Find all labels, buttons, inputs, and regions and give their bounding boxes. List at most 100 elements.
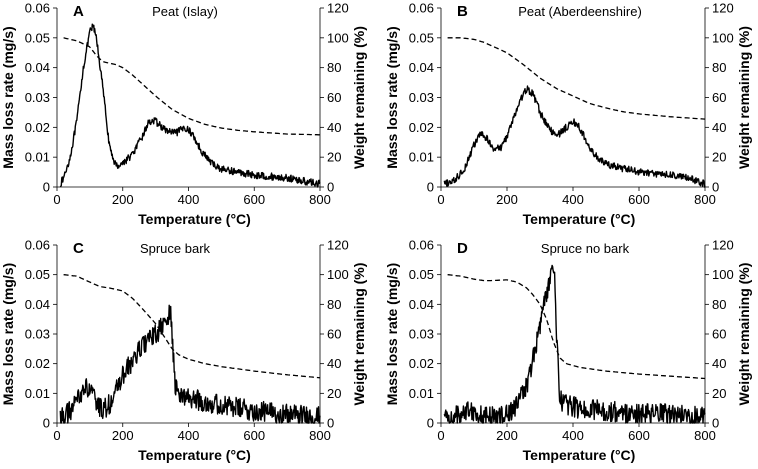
y-tick-label: 0 bbox=[427, 416, 434, 431]
y2-axis-label: Weight remaining (%) bbox=[736, 26, 752, 169]
x-tick-label: 600 bbox=[243, 428, 265, 443]
y-tick-label: 0.06 bbox=[409, 1, 434, 16]
y-tick-label: 0.03 bbox=[409, 90, 434, 105]
y-tick-label: 0.02 bbox=[25, 356, 50, 371]
x-tick-label: 400 bbox=[178, 428, 200, 443]
y-tick-label: 0.03 bbox=[409, 327, 434, 342]
y2-tick-label: 40 bbox=[712, 120, 726, 135]
y2-tick-label: 20 bbox=[327, 386, 341, 401]
y-tick-label: 0.05 bbox=[25, 267, 50, 282]
y-axis-label: Mass loss rate (mg/s) bbox=[0, 263, 16, 405]
y2-tick-label: 0 bbox=[712, 416, 719, 431]
y2-tick-label: 60 bbox=[712, 327, 726, 342]
y-tick-label: 0 bbox=[43, 180, 50, 195]
y-tick-label: 0.06 bbox=[25, 238, 50, 253]
y-tick-label: 0.02 bbox=[25, 120, 50, 135]
y2-tick-label: 60 bbox=[712, 90, 726, 105]
y2-tick-label: 0 bbox=[327, 180, 334, 195]
x-tick-label: 0 bbox=[53, 428, 60, 443]
x-tick-label: 200 bbox=[496, 192, 518, 207]
y2-tick-label: 0 bbox=[327, 416, 334, 431]
y2-tick-label: 60 bbox=[327, 90, 341, 105]
y-tick-label: 0 bbox=[427, 180, 434, 195]
y2-tick-label: 100 bbox=[712, 267, 734, 282]
mass-loss-rate-line bbox=[443, 85, 706, 188]
y-tick-label: 0.04 bbox=[25, 60, 50, 75]
panel-letter: D bbox=[457, 240, 468, 257]
x-tick-label: 800 bbox=[309, 192, 331, 207]
y2-axis-label: Weight remaining (%) bbox=[351, 26, 367, 169]
mass-loss-rate-line bbox=[443, 264, 706, 424]
y-tick-label: 0.01 bbox=[25, 150, 50, 165]
x-tick-label: 0 bbox=[437, 428, 444, 443]
y2-tick-label: 40 bbox=[327, 356, 341, 371]
y-tick-label: 0 bbox=[43, 416, 50, 431]
panel-title: Peat (Aberdeenshire) bbox=[518, 4, 642, 19]
x-tick-label: 400 bbox=[178, 192, 200, 207]
x-axis-label: Temperature (°C) bbox=[523, 211, 636, 227]
x-tick-label: 200 bbox=[112, 192, 134, 207]
x-axis-label: Temperature (°C) bbox=[523, 447, 636, 463]
panel-letter: C bbox=[73, 240, 84, 257]
y2-axis-label: Weight remaining (%) bbox=[351, 263, 367, 406]
x-tick-label: 800 bbox=[694, 192, 716, 207]
x-axis-label: Temperature (°C) bbox=[138, 211, 251, 227]
x-tick-label: 600 bbox=[628, 192, 650, 207]
panel-b: 0 200 400 600 80000.010.020.030.040.050.0602… bbox=[384, 1, 752, 228]
y2-tick-label: 40 bbox=[712, 356, 726, 371]
weight-remaining-line bbox=[447, 274, 706, 380]
y-tick-label: 0.05 bbox=[409, 30, 434, 45]
panel-title: Spruce bark bbox=[140, 241, 211, 256]
y2-tick-label: 80 bbox=[712, 60, 726, 75]
y-tick-label: 0.05 bbox=[25, 30, 50, 45]
panel-a: 0 200 400 600 80000.010.020.030.040.050.0602… bbox=[0, 1, 367, 228]
x-tick-label: 200 bbox=[496, 428, 518, 443]
panel-letter: B bbox=[457, 3, 468, 20]
y2-tick-label: 120 bbox=[712, 1, 734, 16]
y-tick-label: 0.01 bbox=[409, 386, 434, 401]
mass-loss-rate-line bbox=[59, 23, 321, 188]
y-tick-label: 0.01 bbox=[409, 150, 434, 165]
y-tick-label: 0.06 bbox=[409, 238, 434, 253]
panel-d: 0 200 400 600 80000.010.020.030.040.050.0602… bbox=[384, 238, 752, 464]
panel-title: Peat (Islay) bbox=[152, 4, 218, 19]
y-tick-label: 0.04 bbox=[25, 297, 50, 312]
x-tick-label: 400 bbox=[562, 428, 584, 443]
weight-remaining-line bbox=[63, 274, 321, 379]
y-tick-label: 0.04 bbox=[409, 297, 434, 312]
y-tick-label: 0.06 bbox=[25, 1, 50, 16]
panel-letter: A bbox=[73, 3, 84, 20]
y-axis-label: Mass loss rate (mg/s) bbox=[384, 263, 400, 405]
y2-tick-label: 100 bbox=[327, 30, 349, 45]
x-tick-label: 800 bbox=[694, 428, 716, 443]
y2-tick-label: 100 bbox=[327, 267, 349, 282]
panel-c: 0 200 400 600 80000.010.020.030.040.050.0602… bbox=[0, 238, 367, 464]
y-tick-label: 0.02 bbox=[409, 356, 434, 371]
y2-tick-label: 20 bbox=[712, 386, 726, 401]
weight-remaining-line bbox=[447, 37, 706, 120]
y2-tick-label: 100 bbox=[712, 30, 734, 45]
y2-tick-label: 80 bbox=[327, 60, 341, 75]
y2-tick-label: 120 bbox=[712, 238, 734, 253]
x-tick-label: 0 bbox=[53, 192, 60, 207]
y2-tick-label: 20 bbox=[712, 150, 726, 165]
y2-tick-label: 60 bbox=[327, 327, 341, 342]
y-axis-label: Mass loss rate (mg/s) bbox=[0, 26, 16, 168]
y-axis-label: Mass loss rate (mg/s) bbox=[384, 26, 400, 168]
y2-tick-label: 80 bbox=[712, 297, 726, 312]
y2-tick-label: 0 bbox=[712, 180, 719, 195]
y2-tick-label: 120 bbox=[327, 238, 349, 253]
y2-axis-label: Weight remaining (%) bbox=[736, 263, 752, 406]
y2-tick-label: 40 bbox=[327, 120, 341, 135]
panel-title: Spruce no bark bbox=[541, 241, 630, 256]
x-tick-label: 200 bbox=[112, 428, 134, 443]
x-tick-label: 800 bbox=[309, 428, 331, 443]
x-tick-label: 600 bbox=[243, 192, 265, 207]
y-tick-label: 0.03 bbox=[25, 327, 50, 342]
mass-loss-rate-line bbox=[59, 304, 321, 424]
y2-tick-label: 120 bbox=[327, 1, 349, 16]
y2-tick-label: 20 bbox=[327, 150, 341, 165]
y-tick-label: 0.04 bbox=[409, 60, 434, 75]
x-tick-label: 400 bbox=[562, 192, 584, 207]
